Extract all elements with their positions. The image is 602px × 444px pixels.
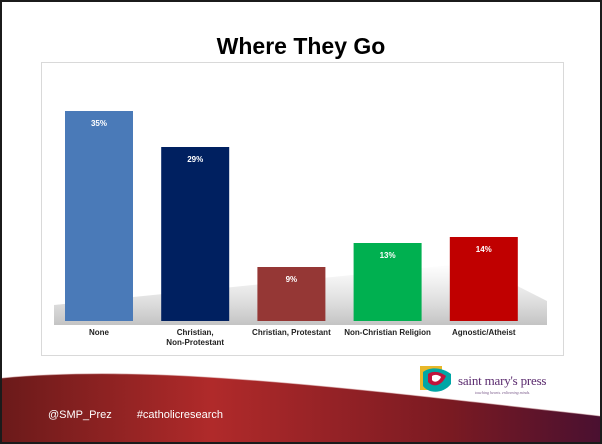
value-label-none: 35% [91, 119, 107, 128]
category-label-none: None [89, 328, 110, 337]
value-label-christian-non-protestant: 29% [187, 155, 203, 164]
value-label-non-christian-religion: 13% [380, 251, 396, 260]
bar-christian-protestant [257, 267, 326, 321]
category-label-christian-non-protestant-line-1: Christian, [177, 328, 214, 337]
value-label-christian-protestant: 9% [286, 275, 298, 284]
bar-none [65, 111, 133, 321]
category-label-christian-protestant: Christian, Protestant [252, 328, 331, 337]
category-label-agnostic-atheist: Agnostic/Atheist [452, 328, 516, 337]
logo-tagline: touching hearts. enlivening minds. [475, 390, 531, 395]
footer-band: @SMP_Prez #catholicresearch saint mary's… [2, 364, 600, 442]
bar-non-christian-religion [353, 243, 422, 321]
logo: saint mary's press touching hearts. enli… [419, 364, 569, 400]
chart-title: Where They Go [216, 33, 386, 59]
bars: 35% None 29% Christian,Non-Protestant 9% Chri… [65, 111, 518, 347]
category-label-non-christian-religion: Non-Christian Religion [344, 328, 431, 337]
chart-area: 35% None 29% Christian, Non-Protestant 9% Chri… [41, 62, 564, 356]
footer-text: @SMP_Prez #catholicresearch [48, 409, 245, 421]
footer-swoosh [2, 373, 600, 442]
footer-handle: @SMP_Prez [48, 409, 112, 421]
bar-christian-non-protestant [161, 147, 230, 321]
category-label-christian-non-protestant-line-2: Non-Protestant [166, 338, 224, 347]
bar-agnostic-atheist [449, 237, 518, 321]
value-label-agnostic-atheist: 14% [476, 245, 492, 254]
bar-chart: 35% None 29% Christian,Non-Protestant 9% Chri… [54, 111, 547, 347]
logo-name: saint mary's press [458, 373, 547, 388]
footer-hashtag: #catholicresearch [136, 409, 224, 421]
logo-mark-icon [420, 366, 451, 392]
